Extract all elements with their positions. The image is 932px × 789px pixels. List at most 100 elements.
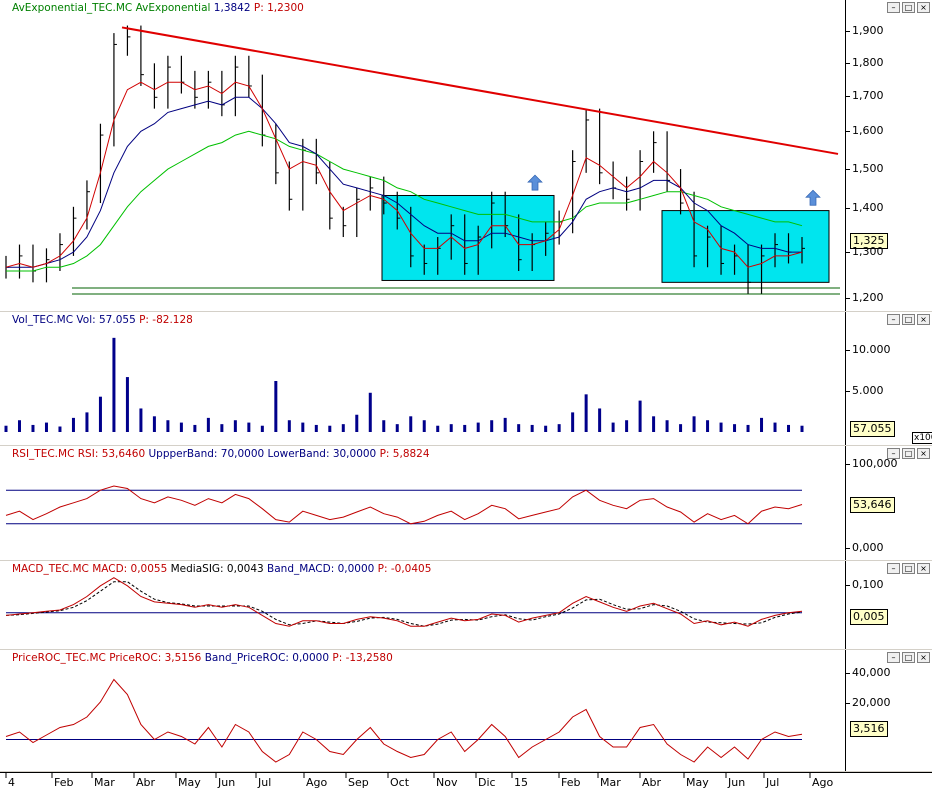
rsi-pane[interactable]: RSI_TEC.MC RSI: 53,6460 UppperBand: 70,0… [0,446,932,560]
time-axis-label: Nov [436,776,458,789]
macd-plot-area[interactable]: MACD_TEC.MC MACD: 0,0055 MediaSIG: 0,004… [0,561,846,649]
roc-window-controls[interactable]: – □ × [887,652,930,663]
time-axis[interactable]: 4 Feb Mar Abr May Jun Jul Ago Sep Oct Nov Dic 15 Feb M… [0,772,932,789]
close-icon[interactable]: × [917,2,930,13]
maximize-icon[interactable]: □ [902,314,915,325]
minimize-icon[interactable]: – [887,2,900,13]
price-plot-area[interactable]: AvExponential_TEC.MC AvExponential 1,384… [0,0,846,311]
minimize-icon[interactable]: – [887,563,900,574]
time-axis-label: 15 [514,776,528,789]
volume-legend: Vol: 57.055 [76,314,136,326]
price-chart-svg [5,25,840,295]
volume-bar [17,420,21,432]
time-axis-label: Jul [765,776,779,789]
volume-bar [44,422,48,432]
volume-bar [719,422,723,432]
resistance-trendline [121,26,839,155]
volume-bar [328,425,332,432]
macd-series-name: MACD_TEC.MC [12,563,89,575]
volume-bar [112,337,116,432]
time-axis-label: Jul [257,776,271,789]
volume-plot-area[interactable]: Vol_TEC.MC Vol: 57.055 P: -82.128 [0,312,846,445]
price-tick: 1,400 [846,201,884,214]
volume-chart-svg [4,337,804,432]
volume-bar [206,417,210,432]
price-axis: – □ × 1,900 1,800 1,700 1,600 1,500 1,400 … [846,0,932,311]
rsi-legend: RSI: 53,6460 [77,448,146,460]
minimize-icon[interactable]: – [887,652,900,663]
rsi-axis: – □ × 100,000 53,646 0,000 [846,446,932,560]
macd-window-controls[interactable]: – □ × [887,563,930,574]
volume-bar [436,425,440,432]
close-icon[interactable]: × [917,652,930,663]
volume-window-controls[interactable]: – □ × [887,314,930,325]
ema-long-line [6,130,803,272]
rsi-window-controls[interactable]: – □ × [887,448,930,459]
time-axis-label: Oct [390,776,410,789]
volume-bar [220,424,224,432]
roc-axis: – □ × 40,000 20,000 3,516 [846,650,932,771]
macd-legend: MACD: 0,0055 [92,563,168,575]
maximize-icon[interactable]: □ [902,652,915,663]
rsi-tick: 100,000 [846,457,898,470]
volume-bar [301,422,305,432]
volume-bar [139,408,143,432]
price-pane[interactable]: AvExponential_TEC.MC AvExponential 1,384… [0,0,932,311]
minimize-icon[interactable]: – [887,448,900,459]
volume-tick: 10.000 [846,343,891,356]
macd-pane[interactable]: MACD_TEC.MC MACD: 0,0055 MediaSIG: 0,004… [0,561,932,649]
volume-axis: –□× 10.000 5.000 57.055 x100 [846,312,932,445]
price-value: 1,3842 [213,2,251,14]
maximize-icon[interactable]: □ [902,2,915,13]
maximize-icon[interactable]: □ [902,448,915,459]
volume-bar [98,396,102,432]
volume-bar [355,414,359,432]
time-axis-label: May [178,776,201,789]
time-axis-label: Feb [54,776,73,789]
close-icon[interactable]: × [917,314,930,325]
volume-bar [71,417,75,432]
up-arrow-icon [527,174,543,191]
price-window-controls[interactable]: – □ × [887,2,930,13]
roc-tick: 40,000 [846,666,891,679]
volume-bar [193,424,197,432]
rsi-plot-area[interactable]: RSI_TEC.MC RSI: 53,6460 UppperBand: 70,0… [0,446,846,560]
volume-bar [611,422,615,432]
consolidation-box [661,210,830,283]
volume-pane[interactable]: Vol_TEC.MC Vol: 57.055 P: -82.128 – □ × 10… [0,312,932,445]
volume-bar [490,420,494,432]
close-icon[interactable]: × [917,448,930,459]
rsi-line [5,485,803,525]
volume-bar [85,412,89,432]
roc-pane[interactable]: PriceROC_TEC.MC PriceROC: 3,5156 Band_Pr… [0,650,932,771]
roc-plot-area[interactable]: PriceROC_TEC.MC PriceROC: 3,5156 Band_Pr… [0,650,846,771]
time-axis-label: Ago [306,776,328,789]
minimize-icon[interactable]: – [887,314,900,325]
macd-line [5,577,803,627]
volume-bar [341,424,345,432]
volume-bar [368,392,372,432]
rsi-upper-band: UppperBand: 70,0000 [148,448,265,460]
price-tick: 1,800 [846,56,884,69]
time-axis-svg: 4 Feb Mar Abr May Jun Jul Ago Sep Oct Nov Dic 15 Feb M… [5,773,834,789]
macd-axis: – □ × 0,100 0,005 [846,561,932,649]
price-tick: 1,500 [846,162,884,175]
roc-last-value: 3,516 [850,721,888,737]
volume-bar [409,416,413,432]
roc-legend: PriceROC: 3,5156 [109,652,202,664]
volume-tick: 5.000 [846,384,884,397]
rsi-tick: 0,000 [846,541,884,554]
macd-band-legend: Band_MACD: 0,0000 [267,563,375,575]
macd-tick: 0,100 [846,578,884,591]
volume-bar [544,425,548,432]
volume-bar [382,420,386,432]
volume-bar [287,420,291,432]
price-tick: 1,200 [846,291,884,304]
maximize-icon[interactable]: □ [902,563,915,574]
time-axis-label: Abr [136,776,156,789]
ema-short-line [5,81,803,268]
volume-bar [787,424,791,432]
macd-signal-line [5,581,803,627]
close-icon[interactable]: × [917,563,930,574]
volume-bar [773,422,777,432]
